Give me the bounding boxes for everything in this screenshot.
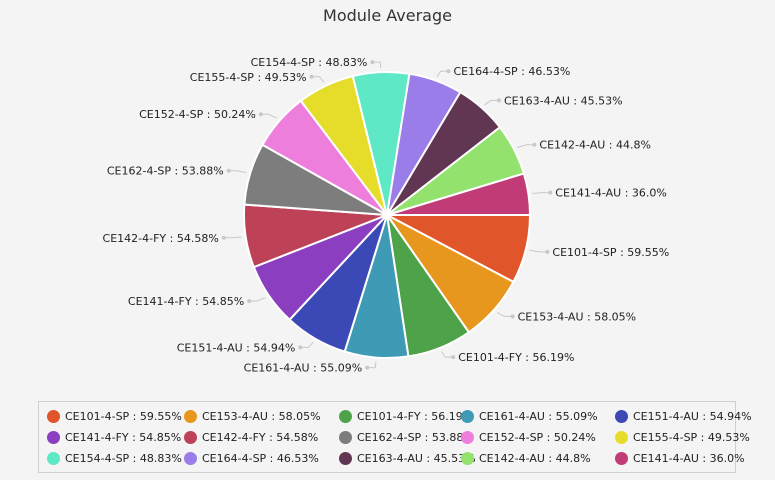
legend-label: CE142-4-AU : 44.8% [479,451,591,465]
label-leader-line [529,249,548,253]
slice-label: CE142-4-FY : 54.58% [103,232,219,245]
label-leader-line [300,341,314,348]
label-leader-line [249,297,266,302]
legend-item[interactable]: CE142-4-AU : 44.8% [461,449,591,467]
chart-title: Module Average [323,6,452,25]
legend-label: CE101-4-FY : 56.19% [357,409,474,423]
label-leader-line [372,61,382,69]
legend-item[interactable]: CE163-4-AU : 45.53% [339,449,476,467]
legend-label: CE142-4-FY : 54.58% [202,430,319,444]
label-leader-line [367,361,377,369]
legend-item[interactable]: CE141-4-AU : 36.0% [615,449,745,467]
legend-item[interactable]: CE161-4-AU : 55.09% [461,407,598,425]
legend-label: CE101-4-SP : 59.55% [65,409,182,423]
pie-chart: CE101-4-SP : 59.55% CE153-4-AU : 58.05% CE… [103,56,670,375]
legend-swatch [47,451,60,465]
legend-swatch [339,430,352,444]
legend-label: CE154-4-SP : 48.83% [65,451,182,465]
slice-label: CE101-4-FY : 56.19% [458,351,574,364]
legend-item[interactable]: CE154-4-SP : 48.83% [47,449,182,467]
label-leader-line [441,351,454,358]
slice-label: CE153-4-AU : 58.05% [518,310,637,323]
slice-label: CE141-4-AU : 36.0% [555,187,667,200]
label-anchor-dot [370,60,375,65]
label-anchor-dot [221,235,226,240]
legend-swatch [615,430,628,444]
legend-label: CE141-4-AU : 36.0% [633,451,745,465]
legend-swatch [184,451,197,465]
label-anchor-dot [545,249,550,254]
legend-item[interactable]: CE141-4-FY : 54.85% [47,428,181,446]
legend-item[interactable]: CE162-4-SP : 53.88% [339,428,474,446]
slice-label: CE163-4-AU : 45.53% [504,94,623,107]
legend-swatch [615,409,628,423]
legend-swatch [184,430,197,444]
legend-item[interactable]: CE155-4-SP : 49.53% [615,428,750,446]
legend-label: CE153-4-AU : 58.05% [202,409,321,423]
label-leader-line [311,76,325,83]
label-leader-line [223,236,242,239]
slice-label: CE152-4-SP : 50.24% [139,108,256,121]
slice-label: CE164-4-SP : 46.53% [454,65,571,78]
label-leader-line [260,113,277,119]
label-anchor-dot [258,112,263,117]
slice-label: CE154-4-SP : 48.83% [251,56,368,69]
slice-label: CE161-4-AU : 55.09% [244,362,363,375]
label-anchor-dot [309,74,314,79]
label-anchor-dot [446,69,451,74]
slice-label: CE141-4-FY : 54.85% [128,295,244,308]
label-leader-line [484,99,499,106]
legend-item[interactable]: CE101-4-FY : 56.19% [339,407,473,425]
legend-swatch [615,451,628,465]
slice-label: CE151-4-AU : 54.94% [177,341,296,354]
slice-label: CE155-4-SP : 49.53% [190,71,307,84]
label-anchor-dot [451,355,456,360]
slice-label: CE101-4-SP : 59.55% [552,246,669,259]
label-leader-line [436,70,449,78]
legend-swatch [47,409,60,423]
slice-label: CE142-4-AU : 44.8% [539,139,651,152]
label-anchor-dot [497,98,501,103]
legend-label: CE164-4-SP : 46.53% [202,451,319,465]
label-anchor-dot [226,168,231,173]
legend-item[interactable]: CE152-4-SP : 50.24% [461,428,596,446]
legend-item[interactable]: CE101-4-SP : 59.55% [47,407,182,425]
legend-label: CE163-4-AU : 45.53% [357,451,476,465]
label-anchor-dot [510,314,515,319]
legend-label: CE141-4-FY : 54.85% [65,430,182,444]
legend-label: CE151-4-AU : 54.94% [633,409,752,423]
legend-swatch [47,430,60,444]
legend-swatch [339,451,352,465]
label-anchor-dot [247,299,252,303]
legend-item[interactable]: CE164-4-SP : 46.53% [184,449,319,467]
legend-item[interactable]: CE153-4-AU : 58.05% [184,407,321,425]
legend-label: CE161-4-AU : 55.09% [479,409,598,423]
legend-item[interactable]: CE151-4-AU : 54.94% [615,407,752,425]
pie-slice-ce141-4-au[interactable] [386,172,532,216]
legend-label: CE152-4-SP : 50.24% [479,430,596,444]
legend-swatch [461,409,474,423]
label-leader-line [517,144,535,148]
label-leader-line [496,311,513,317]
legend-item[interactable]: CE142-4-FY : 54.58% [184,428,318,446]
slice-label: CE162-4-SP : 53.88% [107,165,224,178]
label-anchor-dot [365,365,370,370]
legend-swatch [184,409,197,423]
legend-label: CE155-4-SP : 49.53% [633,430,750,444]
legend-swatch [339,409,352,423]
label-anchor-dot [298,345,303,350]
legend-label: CE162-4-SP : 53.88% [357,430,474,444]
chart-legend: CE101-4-SP : 59.55% CE153-4-AU : 58.05% CE… [38,401,752,473]
label-leader-line [228,170,247,173]
legend-swatch [461,430,474,444]
label-leader-line [532,192,551,194]
label-anchor-dot [532,142,537,147]
legend-swatch [461,451,474,465]
label-anchor-dot [548,190,553,195]
